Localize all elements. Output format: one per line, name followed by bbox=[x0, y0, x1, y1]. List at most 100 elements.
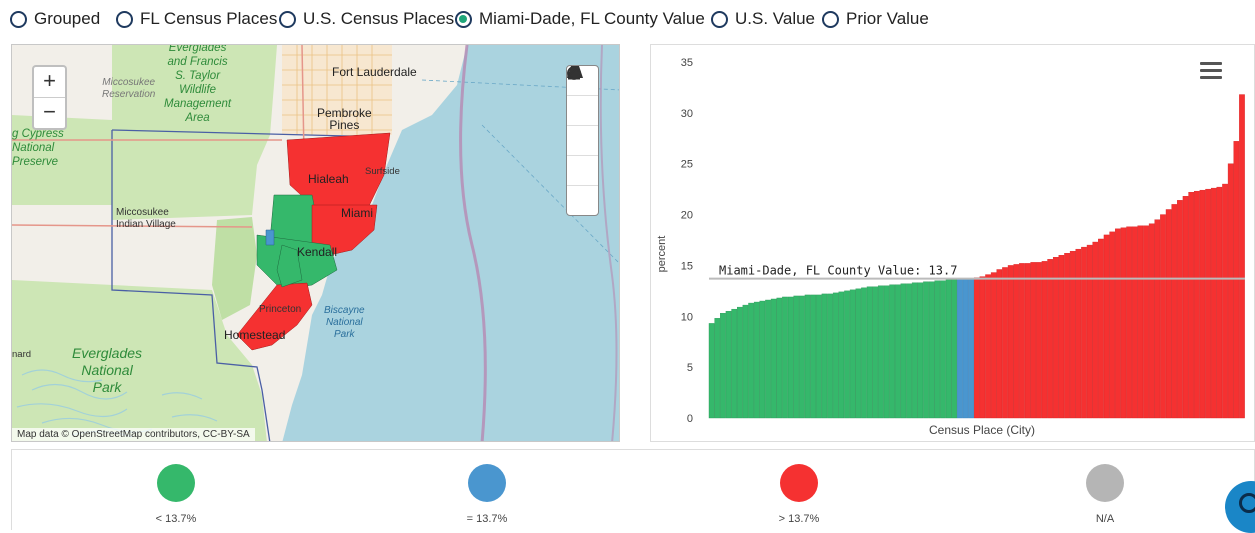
map-attribution: Map data © OpenStreetMap contributors, C… bbox=[12, 428, 255, 441]
radio-fl-census-places[interactable]: FL Census Places bbox=[116, 8, 277, 30]
radio-circle[interactable] bbox=[711, 10, 728, 28]
radio-grouped[interactable]: Grouped bbox=[10, 8, 100, 30]
radio-label: Grouped bbox=[34, 9, 101, 28]
bar bbox=[1002, 267, 1008, 419]
bar bbox=[1182, 196, 1189, 419]
map-label-princeton: Princeton bbox=[259, 304, 302, 315]
map-label-pembroke-pines: Pembroke Pines bbox=[317, 106, 372, 132]
bar bbox=[990, 272, 997, 419]
legend-item-na: N/A bbox=[1065, 464, 1145, 525]
bar bbox=[776, 297, 783, 419]
bar bbox=[1030, 262, 1037, 419]
bar bbox=[1103, 234, 1110, 419]
legend: < 13.7% = 13.7% > 13.7% N/A bbox=[11, 449, 1255, 530]
bar-chart[interactable]: 0 5 10 15 20 25 30 35 percent Census Place (City)… bbox=[651, 45, 1255, 443]
radio-circle[interactable] bbox=[822, 10, 839, 28]
bar bbox=[1007, 265, 1014, 419]
zoom-control: + − bbox=[32, 65, 67, 130]
bar bbox=[1098, 238, 1104, 419]
reference-line-label: Miami-Dade, FL County Value: 13.7 bbox=[719, 264, 957, 278]
chart-menu-button[interactable] bbox=[1200, 62, 1222, 80]
bar bbox=[1165, 209, 1172, 419]
region-equal[interactable] bbox=[265, 229, 275, 246]
bar bbox=[872, 286, 879, 419]
bar bbox=[979, 276, 986, 419]
bar bbox=[861, 287, 867, 419]
radio-circle[interactable] bbox=[10, 10, 27, 28]
radio-circle[interactable] bbox=[279, 10, 296, 28]
info-icon[interactable] bbox=[567, 66, 598, 125]
bar bbox=[1013, 264, 1020, 419]
bar bbox=[1069, 250, 1076, 419]
map-label-wildlife-area: Everglades and Francis S. Taylor Wildlif… bbox=[164, 44, 232, 124]
bar bbox=[900, 283, 907, 419]
water-boundaries bbox=[421, 79, 619, 264]
bar bbox=[804, 294, 811, 419]
radio-circle-selected[interactable] bbox=[455, 10, 472, 28]
region-below-south[interactable] bbox=[276, 244, 303, 288]
zoom-out-button[interactable]: − bbox=[34, 97, 65, 128]
bar bbox=[1081, 246, 1087, 419]
legend-label: = 13.7% bbox=[466, 513, 508, 525]
road-icon[interactable] bbox=[567, 66, 598, 155]
bar bbox=[720, 313, 726, 419]
region-above-south[interactable] bbox=[236, 282, 313, 351]
highways bbox=[12, 45, 305, 228]
national-park-land bbox=[12, 280, 267, 441]
radio-us-value[interactable]: U.S. Value bbox=[711, 8, 815, 30]
x-axis-label: Census Place (City) bbox=[929, 423, 1035, 437]
bar bbox=[849, 289, 856, 419]
glades-green bbox=[212, 217, 257, 320]
bar bbox=[782, 296, 788, 419]
bar bbox=[866, 286, 873, 419]
bar bbox=[810, 294, 816, 419]
view-options: Grouped FL Census Places U.S. Census Pla… bbox=[0, 0, 1255, 40]
bar bbox=[940, 280, 946, 419]
bar bbox=[1064, 253, 1070, 419]
bar bbox=[1052, 257, 1059, 419]
bar bbox=[737, 306, 743, 419]
map-label-biscayne: Biscayne National Park bbox=[324, 305, 365, 340]
legend-label: N/A bbox=[1095, 513, 1115, 525]
park-boundary bbox=[459, 45, 487, 441]
y-tick-label: 35 bbox=[681, 57, 693, 69]
zoom-in-button[interactable]: + bbox=[43, 68, 56, 93]
bar bbox=[770, 298, 777, 419]
bar bbox=[855, 288, 862, 419]
county-boundary-north bbox=[111, 129, 388, 138]
map-label-hialeah: Hialeah bbox=[308, 172, 349, 186]
map-label-surfside: Surfside bbox=[365, 166, 400, 177]
bar bbox=[742, 304, 749, 419]
park-boundary-east bbox=[599, 45, 618, 441]
map-canvas[interactable] bbox=[12, 45, 620, 442]
bar bbox=[1227, 163, 1234, 419]
contrast-icon[interactable] bbox=[567, 66, 598, 185]
bar bbox=[1047, 259, 1053, 419]
radio-label: Miami-Dade, FL County Value bbox=[479, 9, 705, 28]
map-label-miccosukee-reservation: Miccosukee Reservation bbox=[102, 77, 156, 100]
radio-prior-value[interactable]: Prior Value bbox=[822, 8, 929, 30]
bar bbox=[1222, 183, 1228, 419]
bar bbox=[1058, 255, 1065, 419]
county-boundary bbox=[111, 130, 271, 441]
expand-icon[interactable] bbox=[567, 66, 598, 215]
radio-county-value[interactable]: Miami-Dade, FL County Value bbox=[455, 8, 705, 30]
bar bbox=[1075, 248, 1082, 419]
choropleth-map[interactable]: Everglades and Francis S. Taylor Wildlif… bbox=[11, 44, 620, 442]
bar bbox=[759, 300, 766, 419]
bar bbox=[1199, 189, 1206, 419]
bar bbox=[731, 308, 738, 419]
bar bbox=[1148, 223, 1155, 419]
bar bbox=[1131, 226, 1138, 419]
bar bbox=[1036, 262, 1042, 419]
bar bbox=[923, 281, 929, 419]
map-label-miccosukee-village: Miccosukee Indian Village bbox=[116, 207, 176, 230]
map-label-big-cypress: g Cypress National Preserve bbox=[12, 128, 64, 168]
bar bbox=[894, 284, 901, 419]
bar bbox=[883, 285, 890, 419]
radio-us-census-places[interactable]: U.S. Census Places bbox=[279, 8, 454, 30]
bar bbox=[1115, 228, 1121, 419]
bar bbox=[1239, 94, 1245, 419]
radio-circle[interactable] bbox=[116, 10, 133, 28]
menu-bar bbox=[1200, 69, 1222, 72]
